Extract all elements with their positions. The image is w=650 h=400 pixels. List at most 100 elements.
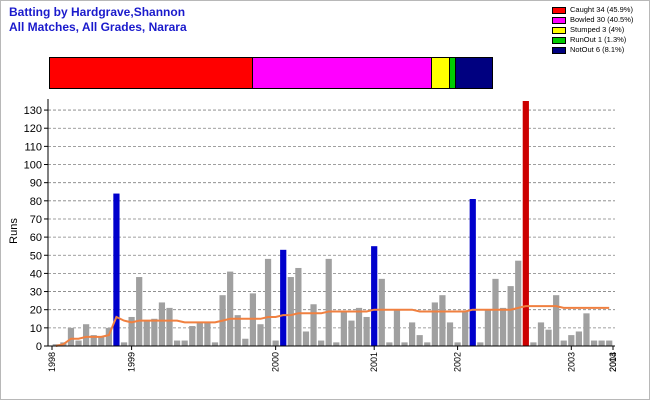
innings-bar (120, 342, 128, 346)
title-line-2: All Matches, All Grades, Narara (9, 20, 187, 34)
average-line (55, 305, 610, 347)
innings-bar (204, 322, 211, 346)
innings-bar (499, 307, 507, 346)
innings-bar (454, 342, 461, 346)
innings-bar (325, 258, 332, 346)
legend-item-runout: RunOut 1 (1.3%) (552, 35, 648, 45)
innings-bar (469, 199, 476, 346)
legend: Caught 34 (45.9%) Bowled 30 (40.5%) Stum… (552, 5, 648, 55)
innings-bar (90, 335, 97, 346)
innings-bar (136, 277, 143, 346)
innings-bar (151, 318, 158, 346)
innings-bar (181, 340, 188, 346)
axes: 0 10 20 30 40 50 60 70 80 90 100 110 120 130 1998 1999 2… (24, 99, 618, 372)
innings-bar (211, 342, 219, 346)
average-line-group (55, 305, 610, 347)
x-tick-label: 1998 (47, 352, 57, 372)
innings-bar (196, 322, 203, 346)
innings-bar (439, 295, 446, 346)
innings-bar (590, 340, 598, 346)
y-tick-label: 50 (30, 250, 42, 262)
innings-bar (583, 313, 590, 346)
y-tick-label: 10 (30, 323, 42, 335)
innings-bar (310, 304, 317, 346)
chart-title: Batting by Hardgrave,Shannon All Matches… (9, 5, 187, 35)
y-tick-label: 120 (24, 123, 42, 135)
innings-bar (598, 340, 605, 346)
legend-swatch-bowled (552, 16, 566, 24)
y-axis-label: Runs (8, 218, 20, 244)
legend-item-notout: NotOut 6 (8.1%) (552, 45, 648, 55)
innings-bar (272, 340, 279, 346)
legend-label-notout: NotOut 6 (8.1%) (570, 45, 625, 54)
innings-bars (52, 101, 613, 346)
y-tick-label: 110 (24, 141, 42, 153)
innings-bar (242, 338, 249, 346)
innings-bar (431, 302, 438, 346)
x-tick-label: 2013 (608, 352, 618, 372)
innings-bar (75, 340, 82, 346)
legend-item-bowled: Bowled 30 (40.5%) (552, 15, 648, 25)
legend-item-caught: Caught 34 (45.9%) (552, 5, 648, 15)
strip-segment-caught (50, 58, 254, 88)
x-tick-label: 2003 (566, 352, 576, 372)
legend-swatch-notout (552, 46, 566, 54)
innings-bar (166, 307, 173, 346)
innings-bar (363, 316, 370, 346)
innings-bar (386, 342, 393, 346)
innings-bar (507, 286, 514, 346)
innings-bar (83, 324, 90, 346)
innings-bar (515, 260, 522, 346)
x-tick-label: 2001 (369, 352, 379, 372)
x-tick-label: 2004 (608, 352, 618, 372)
y-tick-label: 100 (24, 160, 42, 172)
innings-bar (462, 311, 469, 346)
innings-bar (355, 307, 363, 346)
innings-bar (371, 246, 378, 346)
innings-bar (401, 342, 408, 346)
legend-item-stumped: Stumped 3 (4%) (552, 25, 648, 35)
innings-bar (492, 278, 499, 346)
innings-bar (568, 335, 575, 346)
x-tick-label: 1999 (127, 352, 137, 372)
innings-bar (393, 309, 401, 346)
innings-bar (378, 278, 385, 346)
innings-bar (348, 320, 355, 346)
legend-swatch-caught (552, 6, 566, 14)
strip-segment-stumped (432, 58, 451, 88)
innings-bar (333, 342, 340, 346)
innings-bar (318, 340, 325, 346)
innings-bar (280, 249, 287, 346)
title-line-1: Batting by Hardgrave,Shannon (9, 5, 186, 19)
innings-bar (575, 331, 582, 346)
innings-bar (105, 327, 112, 346)
y-tick-label: 90 (30, 178, 42, 190)
x-tick-label: 2002 (453, 352, 463, 372)
innings-bar (537, 322, 545, 346)
innings-bar (446, 322, 454, 346)
legend-label-caught: Caught 34 (45.9%) (570, 5, 633, 14)
innings-bar (67, 327, 75, 346)
innings-bar (424, 342, 431, 346)
innings-bar (408, 322, 416, 346)
legend-swatch-runout (552, 36, 566, 44)
innings-bar (606, 340, 613, 346)
legend-label-stumped: Stumped 3 (4%) (570, 25, 625, 34)
innings-bar (113, 193, 120, 346)
innings-bar (143, 320, 150, 346)
legend-swatch-stumped (552, 26, 566, 34)
y-tick-label: 30 (30, 287, 42, 299)
legend-label-bowled: Bowled 30 (40.5%) (570, 15, 634, 24)
x-tick-label: 2000 (271, 352, 281, 372)
strip-segment-runout (450, 58, 457, 88)
innings-bar (416, 335, 423, 346)
strip-segment-bowled (253, 58, 433, 88)
innings-bar (173, 340, 181, 346)
y-tick-label: 40 (30, 268, 42, 280)
legend-label-runout: RunOut 1 (1.3%) (570, 35, 627, 44)
innings-bar (530, 342, 537, 346)
innings-bar (477, 342, 484, 346)
innings-bar (545, 329, 552, 346)
